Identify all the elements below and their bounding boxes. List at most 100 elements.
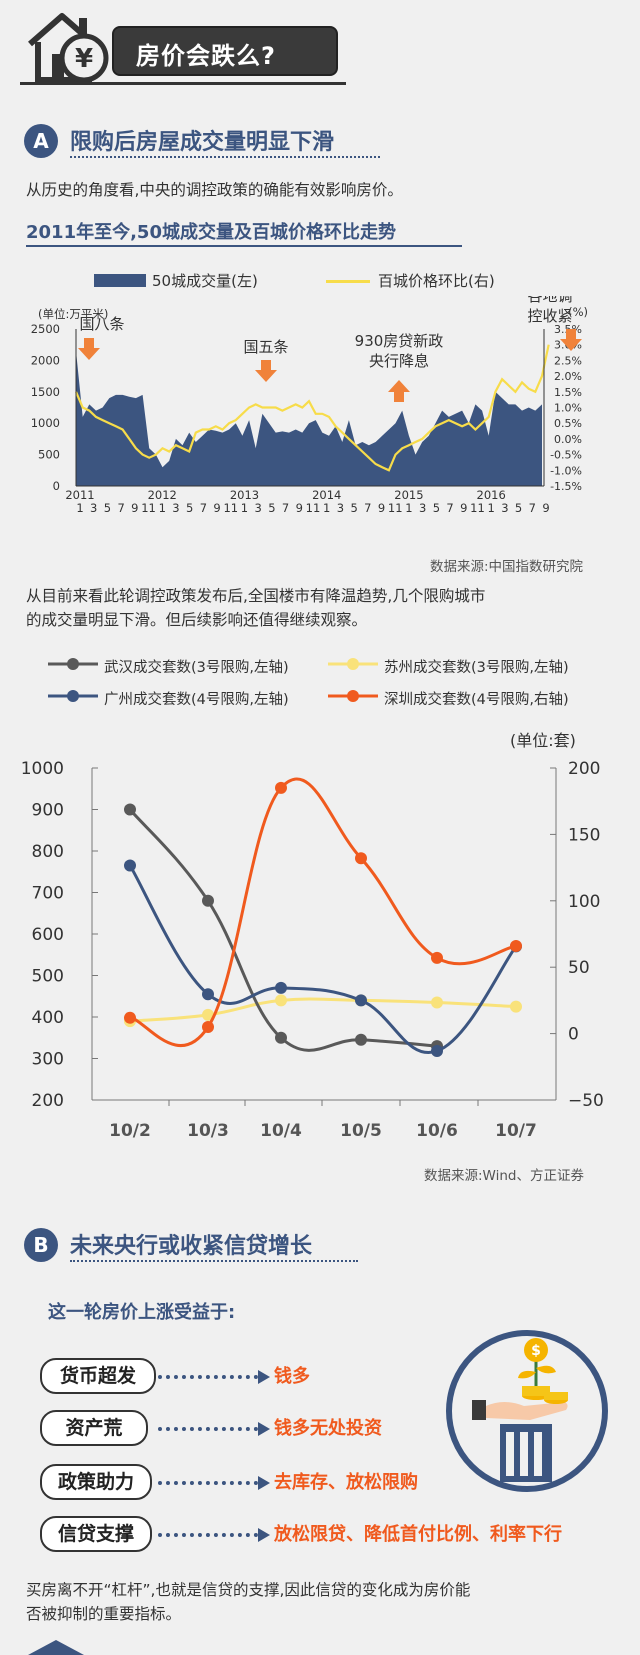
factor-result-4: 放松限贷、降低首付比例、利率下行 (274, 1524, 562, 1545)
arrow-down-icon (255, 360, 277, 382)
section-a-badge: A (24, 124, 58, 158)
arrow-right-icon (258, 1422, 270, 1436)
chart1-month-label: 11 (306, 501, 321, 515)
chart1-right-tick: -1.5% (550, 480, 582, 493)
legend-shenzhen-label: 深圳成交套数(4号限购,右轴) (384, 692, 569, 708)
chart2-left-tick: 700 (32, 884, 64, 904)
factor-result-1: 钱多 (274, 1366, 310, 1387)
chart1-month-label: 9 (378, 501, 385, 515)
chart2-wuhan-line (128, 808, 438, 1052)
chart1-month-label: 5 (433, 501, 440, 515)
chart1-month-label: 5 (350, 501, 357, 515)
closing-line1: 买房离不开“杠杆”,也就是信贷的支撑,因此信贷的变化成为房价能 (26, 1581, 471, 1599)
factor-pill-1: 货币超发 (40, 1358, 156, 1394)
chart2-left-tick: 900 (32, 801, 64, 821)
chart1-right-tick: 1.0% (554, 402, 582, 415)
chart1-month-label: 9 (460, 501, 467, 515)
factor-result-3: 去库存、放松限购 (274, 1472, 418, 1493)
chart2-shenzhen-point (510, 940, 522, 952)
chart2-guangzhou-point (202, 988, 214, 1001)
chart1-month-label: 9 (542, 501, 549, 515)
chart1-month-label: 5 (268, 501, 275, 515)
chart2-category-label: 10/5 (340, 1121, 382, 1141)
chart2-line-chart: 1000900800700600500400300200200150100500… (21, 759, 604, 1141)
chart2-right-tick: −50 (568, 1091, 604, 1111)
chart1-title-underline (26, 245, 462, 247)
chart2-category-label: 10/4 (260, 1121, 302, 1141)
chart2-shenzhen-point (355, 852, 367, 865)
arrow-right-icon (258, 1370, 270, 1384)
chart1-right-tick: 1.5% (554, 386, 582, 399)
chart2-category-label: 10/6 (416, 1121, 458, 1141)
chart2-shenzhen-point (124, 1011, 136, 1024)
chart1-month-label: 7 (282, 501, 289, 515)
chart1-left-tick: 0 (53, 479, 60, 493)
factor-pill-2: 资产荒 (40, 1410, 148, 1446)
chart1-year-label: 2015 (394, 488, 423, 502)
chart2-suzhou-line (129, 997, 517, 1023)
section-a-para2-line1: 从目前来看此轮调控政策发布后,全国楼市有降温趋势,几个限购城市 (26, 587, 486, 605)
chart2-legend (48, 658, 378, 702)
section-a-intro: 从历史的角度看,中央的调控政策的确能有效影响房价。 (26, 181, 403, 199)
chart1-month-label: 3 (501, 501, 508, 515)
legend-wuhan-marker (67, 658, 79, 670)
chart1-right-unit: (%) (568, 305, 588, 319)
chart1-month-label: 11 (470, 501, 485, 515)
section-a-underline (70, 156, 380, 158)
chart1-volume-area (76, 351, 542, 486)
factor-pill-4: 信贷支撑 (40, 1516, 152, 1552)
chart1-month-label: 3 (255, 501, 262, 515)
chart1-year-label: 2011 (65, 488, 94, 502)
svg-text:$: $ (531, 1343, 541, 1359)
chart2-guangzhou-line (128, 864, 518, 1055)
chart2-right-tick: 200 (568, 759, 600, 779)
chart2-left-tick: 400 (32, 1008, 64, 1028)
annotation-tighten-2: 控收紧 (527, 307, 572, 325)
chart1-month-label: 3 (419, 501, 426, 515)
legend-wuhan-label: 武汉成交套数(3号限购,左轴) (104, 660, 289, 676)
chart2-right-tick: 0 (568, 1025, 579, 1045)
section-b-title: 未来央行或收紧信贷增长 (70, 1234, 313, 1259)
chart1-price-line (74, 344, 550, 472)
chart1-month-label: 3 (90, 501, 97, 515)
page-title: 房价会跌么? (136, 42, 276, 70)
chart1-month-label: 1 (488, 501, 495, 515)
chart2-category-label: 10/2 (109, 1121, 151, 1141)
header-divider (20, 82, 346, 85)
chart1-month-label: 9 (131, 501, 138, 515)
chart2-left-tick: 200 (32, 1091, 64, 1111)
annotation-tighten-1: 各地调 (527, 296, 572, 305)
next-section-house-icon (28, 1640, 84, 1655)
chart1-year-label: 2014 (312, 488, 341, 502)
chart1-month-label: 1 (241, 501, 248, 515)
arrow-right-icon (258, 1528, 270, 1542)
legend-suzhou-marker (347, 658, 359, 670)
chart1-area-line-chart: 250020001500100050003.5%3.0%2.5%2.0%1.5%… (31, 296, 588, 515)
annotation-930-policy: 930房贷新政 (355, 332, 444, 350)
arrow-up-icon (388, 380, 410, 402)
chart1-month-label: 1 (159, 501, 166, 515)
chart1-month-label: 11 (223, 501, 238, 515)
section-a-para2-line2: 的成交量明显下滑。但后续影响还值得继续观察。 (26, 611, 368, 629)
chart1-month-label: 7 (529, 501, 536, 515)
factor-dots-3 (158, 1481, 258, 1485)
chart1-right-tick: 0.5% (554, 417, 582, 430)
chart1-month-label: 1 (76, 501, 83, 515)
chart1-year-label: 2013 (230, 488, 259, 502)
svg-text:¥: ¥ (75, 44, 93, 74)
chart2-shenzhen-line (129, 777, 517, 1047)
chart2-shenzhen-point (275, 781, 287, 794)
chart2-right-tick: 50 (568, 958, 590, 978)
chart1-month-label: 11 (388, 501, 403, 515)
chart1-year-label: 2012 (148, 488, 177, 502)
arrow-down-icon (560, 329, 582, 351)
factor-dots-1 (158, 1375, 258, 1379)
chart1-right-tick: 0.0% (554, 433, 582, 446)
chart1-right-tick: -1.0% (550, 464, 582, 477)
chart2-source: 数据来源:Wind、方正证券 (424, 1168, 584, 1184)
annotation-guowutiao: 国五条 (243, 338, 288, 356)
chart2-right-tick: 100 (568, 892, 600, 912)
chart2-left-tick: 300 (32, 1050, 64, 1070)
chart1-left-tick: 2000 (31, 353, 60, 367)
chart1-month-label: 5 (186, 501, 193, 515)
